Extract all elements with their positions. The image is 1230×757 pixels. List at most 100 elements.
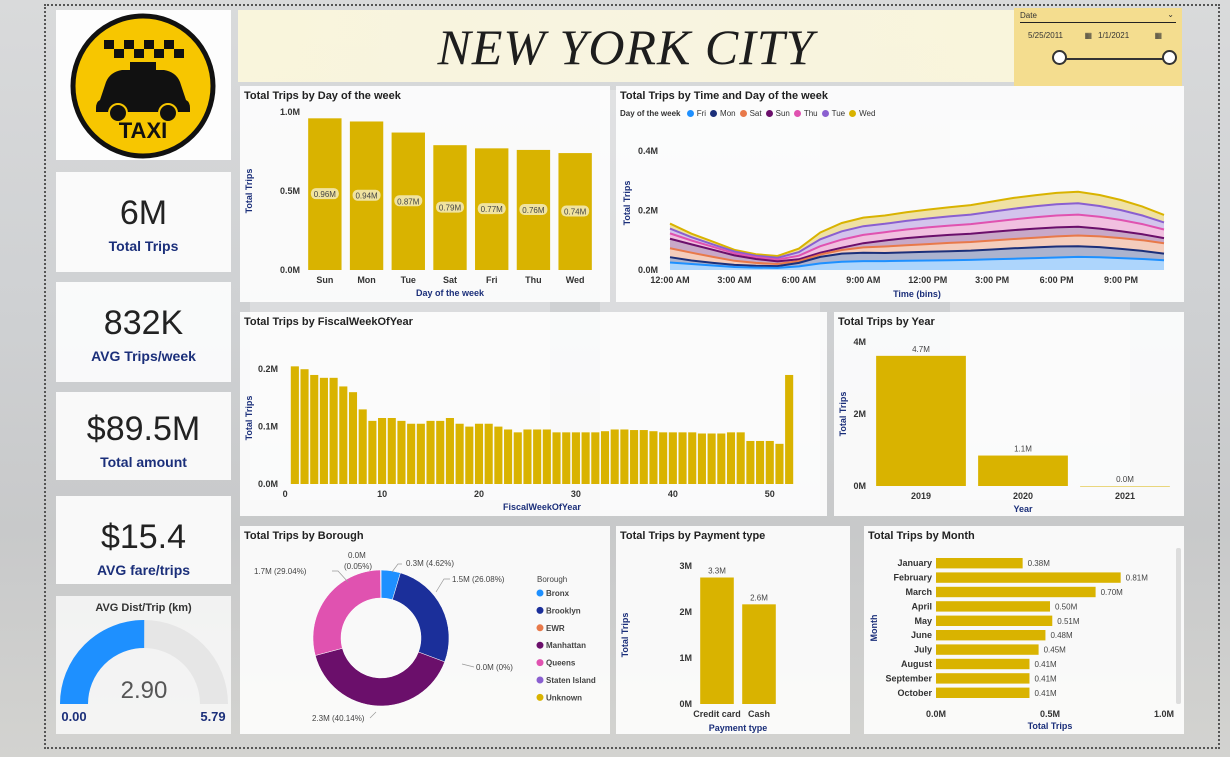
x-tick-label: 0 xyxy=(283,489,288,499)
bar xyxy=(290,366,299,484)
end-date-field[interactable]: 1/1/2021 ▦ xyxy=(1098,28,1164,44)
bar xyxy=(717,433,726,484)
x-tick-label: Sun xyxy=(316,275,333,285)
legend-item[interactable]: Mon xyxy=(710,109,736,118)
data-label: 0.51M xyxy=(1057,617,1080,626)
legend-swatch xyxy=(849,110,857,118)
bar xyxy=(387,418,396,484)
bar xyxy=(591,432,600,484)
x-tick-label: Tue xyxy=(401,275,416,285)
x-tick-label: 30 xyxy=(571,489,581,499)
legend-swatch xyxy=(536,659,544,667)
bar xyxy=(484,423,493,484)
legend-item[interactable]: Sat xyxy=(739,109,762,118)
leader-line xyxy=(369,711,377,719)
chart-day-of-week: Total Trips by Day of the week 0.0M 0.5M 1… xyxy=(240,86,610,302)
chart-title: Total Trips by Borough xyxy=(244,530,364,542)
bar xyxy=(775,443,784,484)
legend-item[interactable]: Fri xyxy=(686,109,706,118)
calendar-icon[interactable]: ▦ xyxy=(1084,31,1092,40)
area-sat xyxy=(670,235,1164,267)
y-axis-title: Month xyxy=(869,615,879,642)
bar xyxy=(562,432,571,484)
bar xyxy=(494,426,503,484)
date-slicer[interactable]: Date ⌄ 5/25/2011 ▦ 1/1/2021 ▦ xyxy=(1014,8,1182,86)
y-tick-label: March xyxy=(905,587,932,597)
chevron-down-icon[interactable]: ⌄ xyxy=(1167,10,1174,19)
bar xyxy=(600,431,610,484)
x-axis-title: Total Trips xyxy=(1028,721,1073,731)
kpi-label: AVG fare/trips xyxy=(96,562,191,578)
bar xyxy=(707,433,716,484)
gauge-title: AVG Dist/Trip (km) xyxy=(95,602,192,614)
slice-manhattan xyxy=(314,647,445,707)
data-label: 0.76M xyxy=(522,206,545,215)
date-range-end-handle[interactable] xyxy=(1162,50,1177,65)
series-line-fri xyxy=(669,255,1165,269)
data-label: 0.38M xyxy=(1028,559,1051,568)
series-line-mon xyxy=(669,245,1165,268)
data-label: 1.5M (26.08%) xyxy=(452,575,505,584)
x-tick-label: 6:00 PM xyxy=(1040,275,1074,285)
data-label: 2.6M xyxy=(750,593,768,602)
x-axis-title: Payment type xyxy=(709,723,768,733)
bar xyxy=(876,355,966,486)
legend-label: Bronx xyxy=(546,589,570,598)
chart-month: Total Trips by Month January 0.38M Februar… xyxy=(864,526,1184,734)
bar xyxy=(936,615,1053,626)
x-tick-label: Cash xyxy=(748,709,770,719)
date-range-start-handle[interactable] xyxy=(1052,50,1067,65)
legend-item[interactable]: Wed xyxy=(849,109,875,118)
date-slicer-header[interactable]: Date ⌄ xyxy=(1020,10,1176,23)
bar xyxy=(552,432,561,484)
legend-item[interactable]: Sun xyxy=(765,109,790,118)
kpi-label: Total amount xyxy=(100,454,187,470)
data-label: 0.41M xyxy=(1034,660,1057,669)
x-tick-label: 12:00 AM xyxy=(650,275,689,285)
y-axis-title: Total Trips xyxy=(244,396,254,441)
data-label: 0.48M xyxy=(1050,631,1073,640)
kpi-value: $89.5M xyxy=(86,410,201,448)
chart-borough: Total Trips by Borough 0.3M (4.62%) 1.5M … xyxy=(240,526,610,734)
chart-title: Total Trips by Time and Day of the week xyxy=(620,90,829,102)
bar xyxy=(310,374,319,484)
bar xyxy=(742,604,776,704)
data-label: 0.74M xyxy=(564,208,587,217)
chart-payment: Total Trips by Payment type 0M 1M 2M 3M Cred… xyxy=(616,526,850,734)
legend-label: Wed xyxy=(859,109,876,118)
data-label: 0.0M xyxy=(1116,475,1134,484)
x-axis-title: Time (bins) xyxy=(893,289,941,299)
gauge-max: 5.79 xyxy=(200,709,225,724)
bar xyxy=(533,429,542,484)
start-date-field[interactable]: 5/25/2011 ▦ xyxy=(1028,28,1094,44)
y-tick-label: 0M xyxy=(853,481,866,491)
data-label: 3.3M xyxy=(708,567,726,576)
legend-item[interactable]: Tue xyxy=(821,109,845,118)
calendar-icon[interactable]: ▦ xyxy=(1154,31,1162,40)
data-label: 0.96M xyxy=(314,190,337,199)
bar xyxy=(978,455,1068,486)
kpi-total-amount: $89.5M Total amount xyxy=(56,392,231,480)
data-label-bg xyxy=(477,203,506,215)
x-tick-label: 9:00 PM xyxy=(1104,275,1138,285)
legend-item[interactable]: Thu xyxy=(793,109,818,118)
bar xyxy=(936,644,1039,655)
scrollbar[interactable] xyxy=(1176,548,1181,704)
bar xyxy=(542,429,551,484)
y-tick-label: 0.2M xyxy=(638,205,658,215)
y-tick-label: 0.4M xyxy=(638,146,658,156)
logo-text: TAXI xyxy=(119,118,167,143)
leader-line xyxy=(461,663,475,668)
bar xyxy=(571,432,580,484)
series-line-tue xyxy=(669,202,1165,259)
chart-title: Total Trips by FiscalWeekOfYear xyxy=(244,316,413,328)
legend-label: Staten Island xyxy=(546,676,596,685)
legend-swatch xyxy=(536,641,544,649)
bar xyxy=(513,432,522,484)
bar xyxy=(688,432,697,484)
bar xyxy=(756,440,765,484)
chart-title: Total Trips by Year xyxy=(838,316,935,328)
legend-swatch xyxy=(536,606,544,614)
bar xyxy=(678,432,687,484)
x-axis-title: Day of the week xyxy=(416,288,485,298)
